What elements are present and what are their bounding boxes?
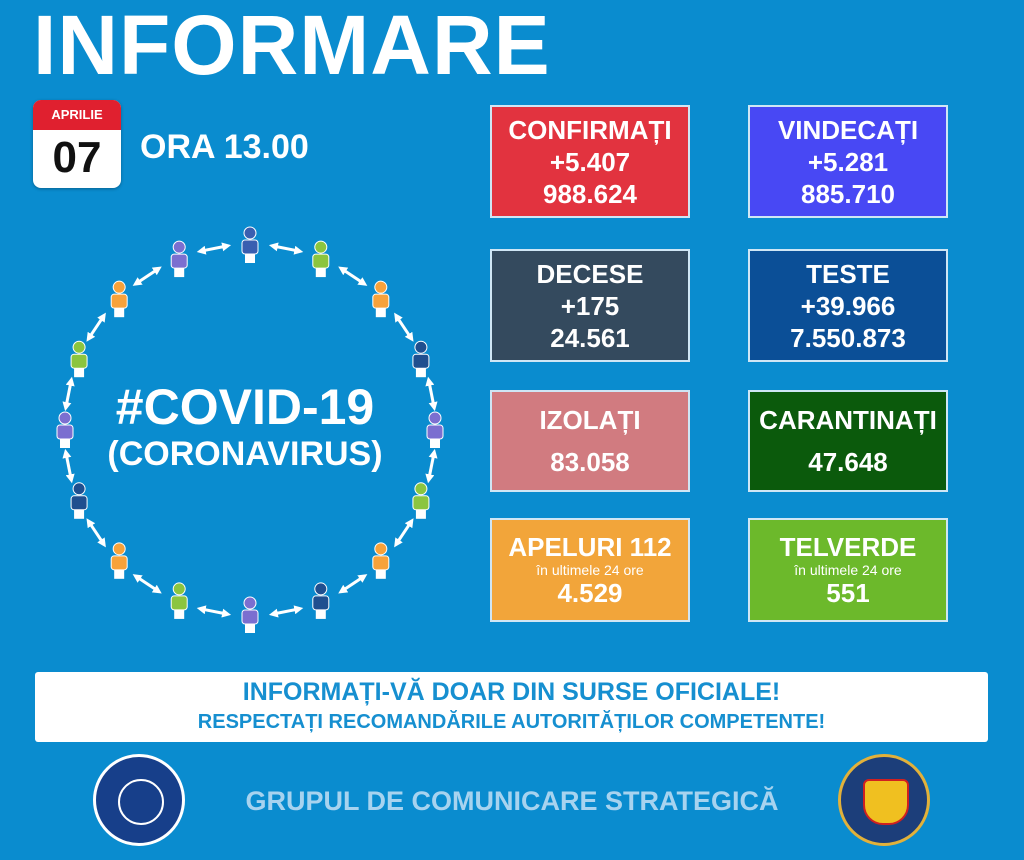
stat-delta: +5.407 — [549, 146, 631, 177]
person-icon — [70, 340, 88, 378]
stat-total: 551 — [826, 578, 870, 608]
person-icon — [372, 542, 390, 579]
double-arrow-icon — [86, 518, 106, 548]
double-arrow-icon — [394, 312, 414, 342]
stat-box-recovered: VINDECAȚI +5.281 885.710 — [748, 105, 948, 218]
double-arrow-icon — [338, 574, 368, 594]
calendar-month: APRILIE — [33, 100, 121, 130]
covid-subtitle: (CORONAVIRUS) — [107, 435, 383, 473]
calendar-day: 07 — [52, 133, 102, 182]
stat-total: 885.710 — [801, 178, 895, 209]
government-logo — [93, 754, 185, 846]
person-icon — [110, 280, 128, 318]
double-arrow-icon — [394, 518, 414, 548]
double-arrow-icon — [425, 448, 438, 484]
person-icon — [170, 582, 188, 619]
stat-box-calls-112: APELURI 112 în ultimele 24 ore 4.529 — [490, 518, 690, 622]
covid-hashtag: #COVID-19 — [115, 379, 375, 435]
stat-box-deaths: DECESE +175 24.561 — [490, 249, 690, 362]
person-icon — [426, 411, 444, 448]
double-arrow-icon — [132, 266, 162, 286]
stat-delta: +175 — [560, 290, 620, 321]
person-icon — [241, 226, 259, 263]
page-title: INFORMARE — [33, 0, 551, 92]
stat-label: TELVERDE — [779, 532, 917, 562]
person-icon — [241, 596, 259, 633]
stat-box-tests: TESTE +39.966 7.550.873 — [748, 249, 948, 362]
person-icon — [412, 340, 430, 378]
double-arrow-icon — [62, 376, 75, 412]
stat-box-telverde: TELVERDE în ultimele 24 ore 551 — [748, 518, 948, 622]
person-icon — [70, 482, 88, 519]
person-icon — [56, 411, 74, 448]
stat-label: DECESE — [536, 258, 644, 289]
stat-label: CARANTINAȚI — [759, 405, 937, 435]
stat-label: IZOLAȚI — [539, 405, 641, 435]
double-arrow-icon — [268, 242, 304, 255]
footer-text: GRUPUL DE COMUNICARE STRATEGICĂ — [245, 786, 779, 816]
stat-delta: +5.281 — [807, 146, 889, 177]
people-ring-illustration — [56, 226, 444, 633]
double-arrow-icon — [338, 266, 368, 286]
time-label: ORA 13.00 — [140, 128, 309, 166]
stat-box-confirmed: CONFIRMAȚI +5.407 988.624 — [490, 105, 690, 218]
double-arrow-icon — [268, 605, 304, 618]
covid-heading: #COVID-19 (CORONAVIRUS) — [40, 380, 450, 474]
advisory-banner: INFORMAȚI-VĂ DOAR DIN SURSE OFICIALE! RE… — [35, 672, 988, 742]
stat-note: în ultimele 24 ore — [536, 562, 644, 578]
person-icon — [170, 240, 188, 278]
stat-total: 988.624 — [543, 178, 637, 209]
double-arrow-icon — [425, 376, 438, 412]
double-arrow-icon — [196, 605, 232, 618]
stat-label: CONFIRMAȚI — [508, 114, 672, 145]
person-icon — [312, 240, 330, 278]
banner-line-2: RESPECTAȚI RECOMANDĂRILE AUTORITĂȚILOR C… — [197, 711, 826, 733]
stat-total: 24.561 — [550, 322, 630, 353]
stat-box-isolated: IZOLAȚI 83.058 — [490, 390, 690, 492]
dsu-logo — [838, 754, 930, 846]
person-icon — [110, 542, 128, 579]
person-icon — [412, 482, 430, 519]
stat-label: APELURI 112 — [508, 532, 672, 562]
double-arrow-icon — [86, 312, 106, 342]
stat-total: 4.529 — [557, 578, 623, 608]
stat-total: 47.648 — [808, 447, 888, 477]
stat-label: VINDECAȚI — [777, 114, 919, 145]
stat-note: în ultimele 24 ore — [794, 562, 902, 578]
person-icon — [312, 582, 330, 619]
stat-label: TESTE — [806, 258, 890, 289]
banner-line-1: INFORMAȚI-VĂ DOAR DIN SURSE OFICIALE! — [242, 678, 781, 706]
calendar-icon: APRILIE 07 — [33, 100, 121, 188]
double-arrow-icon — [196, 242, 232, 255]
stat-total: 7.550.873 — [790, 322, 906, 353]
double-arrow-icon — [62, 448, 75, 484]
person-icon — [372, 280, 390, 318]
stat-delta: +39.966 — [800, 290, 896, 321]
stat-box-quarantined: CARANTINAȚI 47.648 — [748, 390, 948, 492]
stat-total: 83.058 — [550, 447, 630, 477]
double-arrow-icon — [132, 574, 162, 594]
